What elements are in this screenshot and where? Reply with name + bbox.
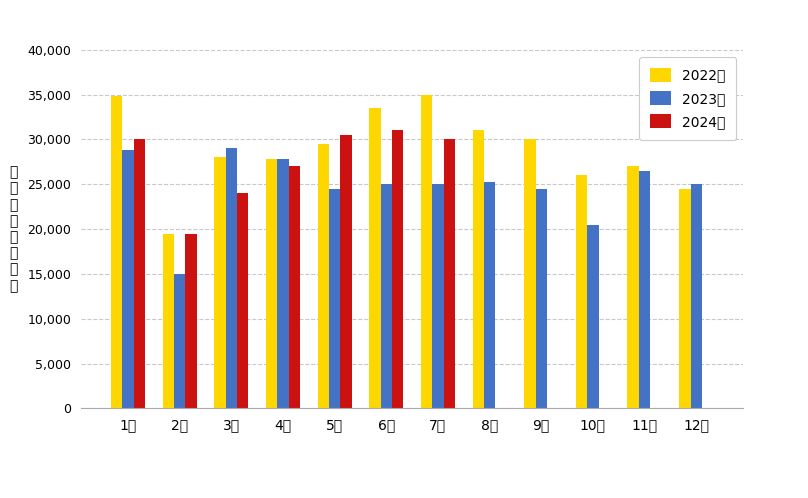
Bar — [536, 189, 547, 408]
Bar — [277, 159, 288, 408]
Bar — [266, 159, 277, 408]
Bar — [318, 144, 329, 408]
Bar — [421, 95, 432, 408]
Bar — [473, 130, 484, 408]
Bar — [225, 148, 237, 408]
Bar — [288, 166, 300, 408]
Bar — [122, 150, 133, 408]
Bar — [639, 171, 650, 408]
Bar — [587, 225, 599, 408]
Y-axis label: 出
口
额
（
万
美
元
）: 出 口 额 （ 万 美 元 ） — [9, 165, 18, 293]
Bar — [329, 189, 340, 408]
Bar — [381, 184, 392, 408]
Legend: 2022年, 2023年, 2024年: 2022年, 2023年, 2024年 — [639, 57, 736, 140]
Bar — [484, 182, 495, 408]
Bar — [185, 234, 196, 408]
Bar — [432, 184, 444, 408]
Bar — [691, 184, 702, 408]
Bar — [214, 157, 225, 408]
Bar — [444, 139, 455, 408]
Bar — [369, 108, 381, 408]
Bar — [392, 130, 403, 408]
Bar — [340, 135, 351, 408]
Bar — [162, 234, 174, 408]
Bar — [237, 193, 248, 408]
Bar — [174, 274, 185, 408]
Bar — [111, 97, 122, 408]
Bar — [628, 166, 639, 408]
Bar — [133, 139, 145, 408]
Bar — [576, 175, 587, 408]
Bar — [680, 189, 691, 408]
Bar — [524, 139, 536, 408]
